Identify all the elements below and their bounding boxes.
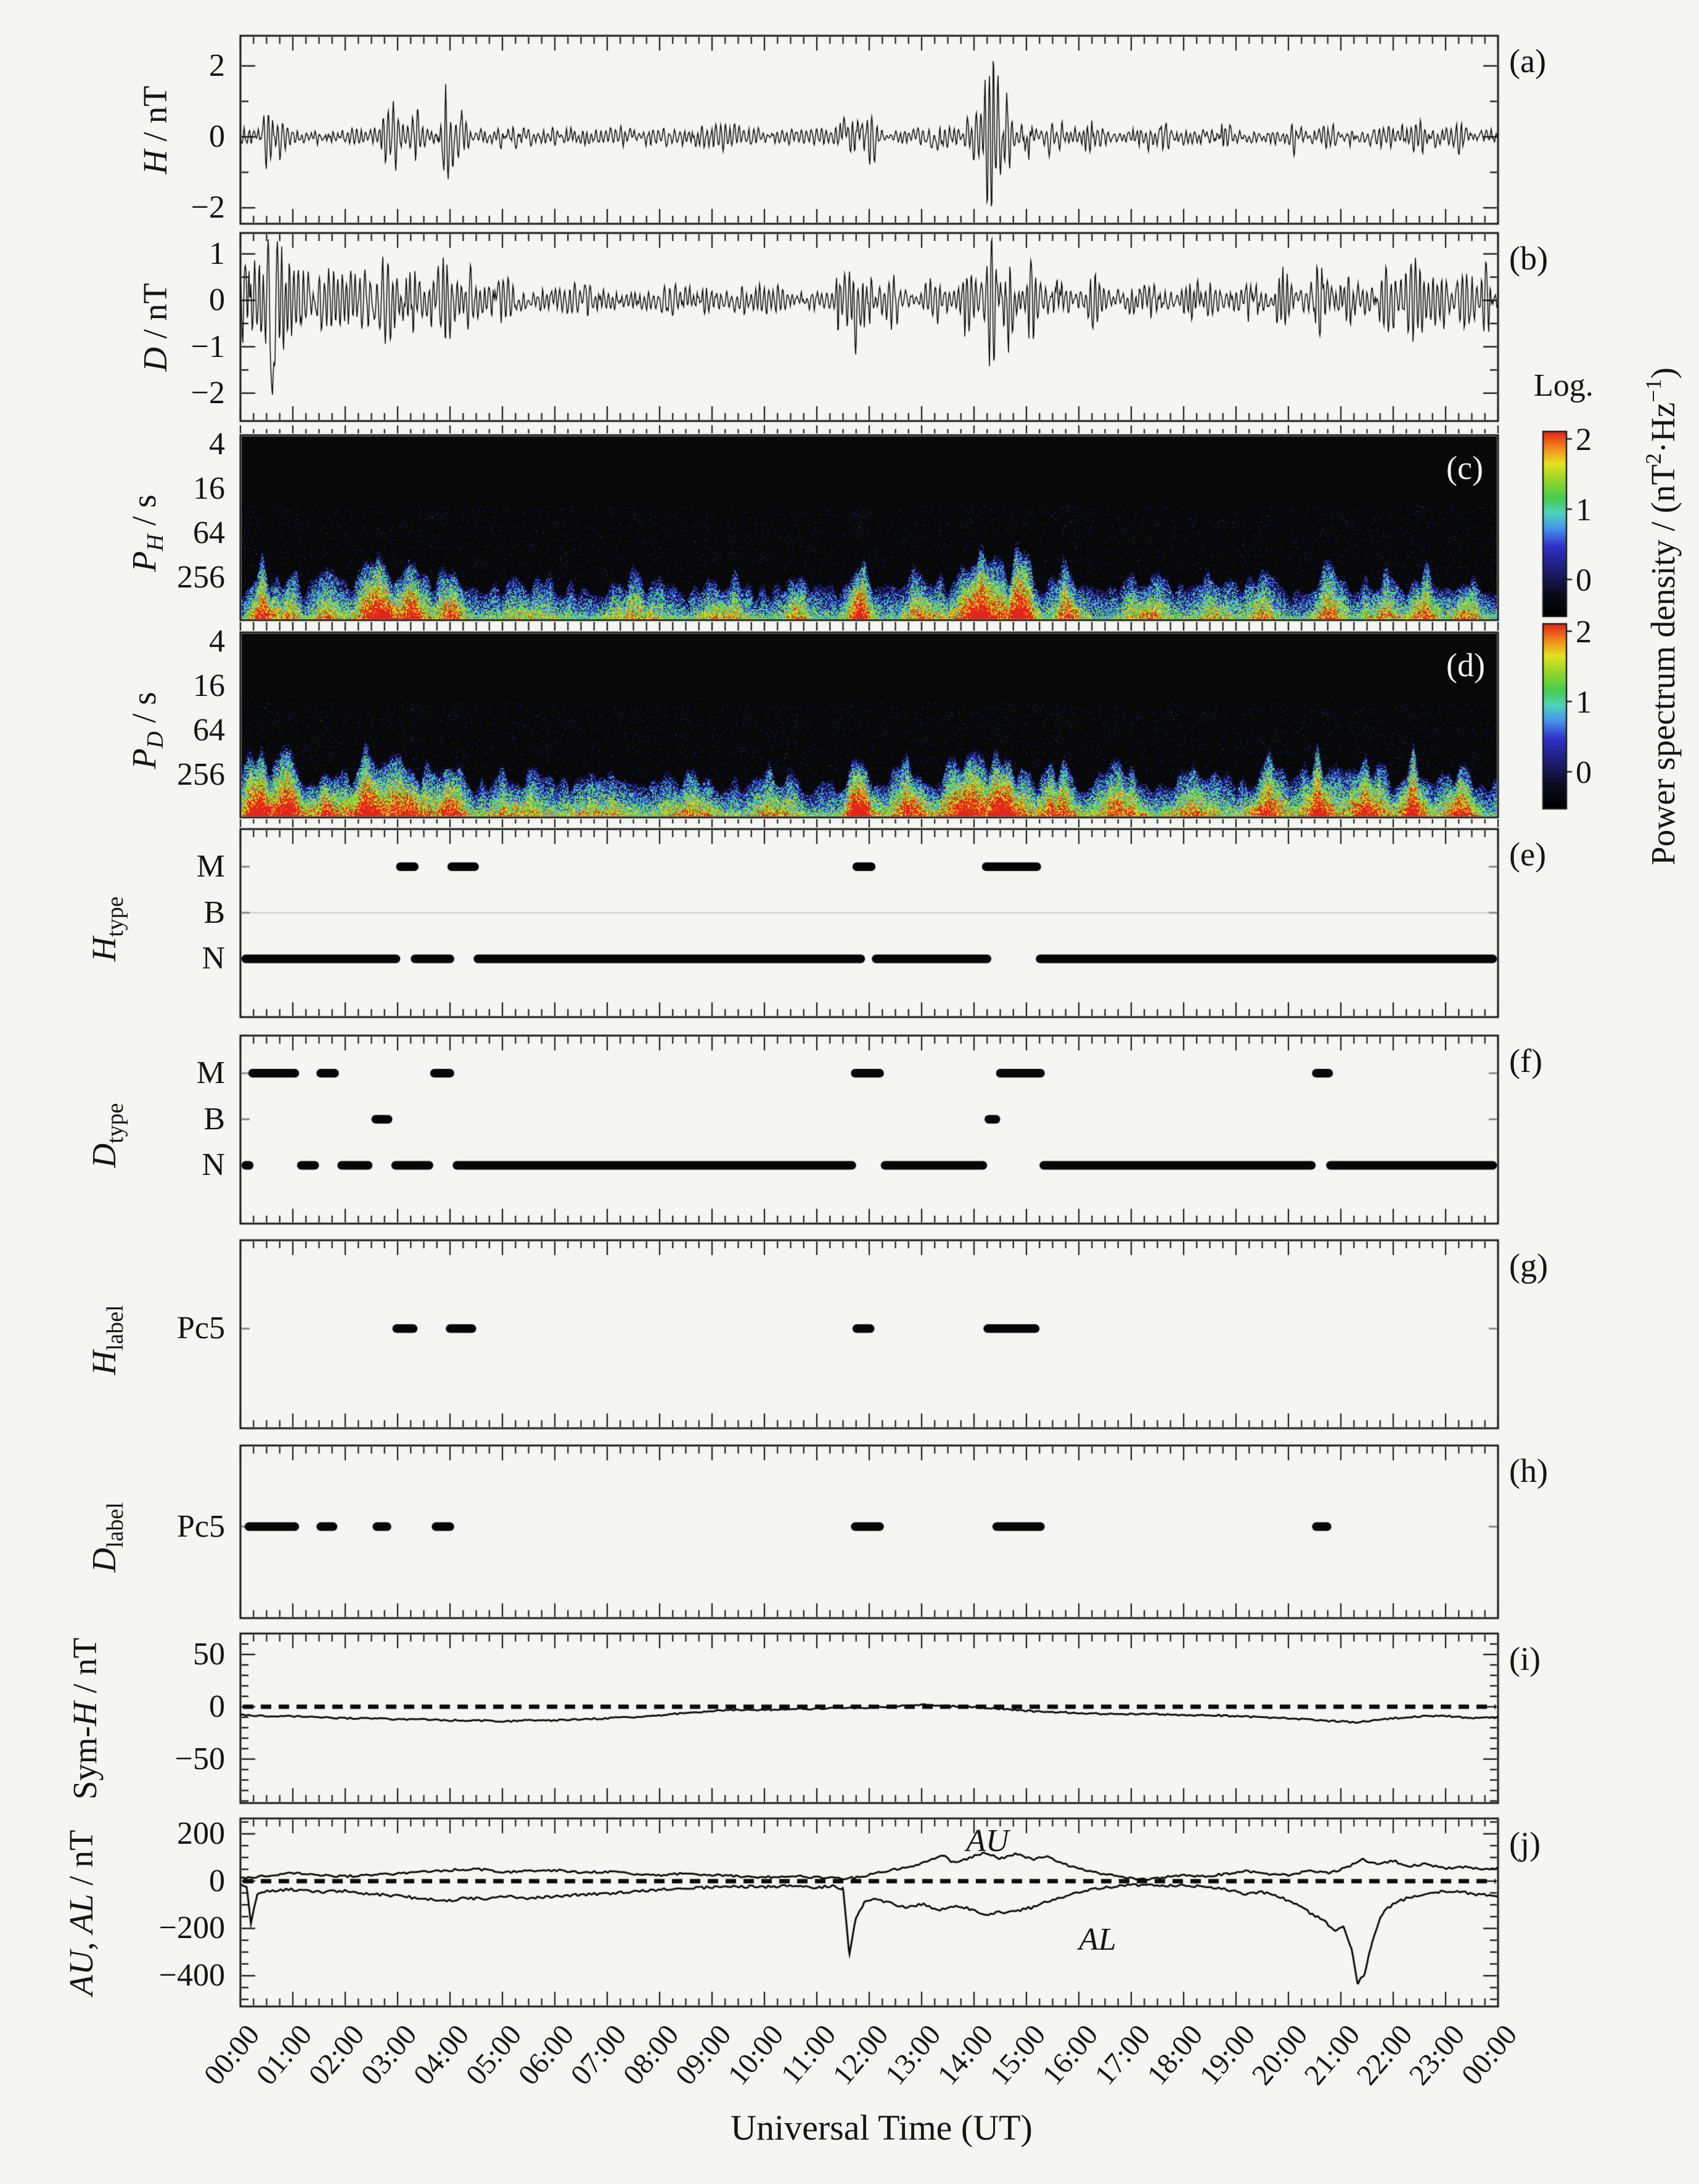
y-tick-label-d-16: 16 [193, 668, 225, 703]
panel-letter-g: (g) [1509, 1247, 1548, 1284]
y-tick-label-b-0: 0 [209, 282, 225, 318]
label-part: , [62, 1933, 100, 1950]
y-tick-label-e-M: M [196, 849, 225, 884]
y-tick-label-d-64: 64 [193, 713, 225, 748]
panel-letter-e: (e) [1509, 836, 1546, 873]
y-tick-label-h-Pc5: Pc5 [177, 1508, 225, 1544]
colorbar-axis-label: Power spectrum density / (nT2·Hz−1) [1633, 0, 1682, 1788]
y-tick-label-f-M: M [196, 1055, 225, 1090]
y-tick-label-c-64: 64 [193, 515, 225, 551]
panel-letter-j: (j) [1509, 1825, 1541, 1862]
label-part: ·Hz [1644, 402, 1682, 454]
y-tick-label-f-B: B [203, 1101, 225, 1137]
y-tick-label-b-−2: −2 [190, 375, 225, 411]
colorbar-tick-label-0-0: 0 [1576, 563, 1592, 598]
y-tick-label-a-2: 2 [209, 47, 225, 83]
panel-letter-d: (d) [1446, 647, 1485, 684]
colorbar-title: Log. [1534, 368, 1594, 403]
y-tick-label-b-−1: −1 [190, 329, 225, 364]
y-tick-label-g-Pc5: Pc5 [177, 1311, 225, 1346]
panel-letter-h: (h) [1509, 1452, 1548, 1489]
colorbar-tick-label-1-1: 1 [1576, 685, 1592, 720]
label-part: AU [62, 1950, 100, 1995]
colorbar-tick-label-1-0: 0 [1576, 755, 1592, 790]
annotation-al: AL [1079, 1921, 1116, 1957]
label-part: 2 [1641, 453, 1666, 465]
y-tick-label-f-N: N [202, 1147, 225, 1183]
label-part: ) [1644, 367, 1682, 379]
y-tick-label-i-0: 0 [209, 1688, 225, 1724]
label-part: label [102, 1502, 128, 1548]
y-tick-label-j-0: 0 [209, 1863, 225, 1899]
label-part: AL [62, 1893, 100, 1934]
y-tick-label-d-256: 256 [177, 757, 225, 793]
y-tick-label-e-N: N [202, 941, 225, 976]
y-tick-label-a-0: 0 [209, 119, 225, 154]
panel-letter-c: (c) [1446, 449, 1483, 486]
label-part: −1 [1641, 378, 1666, 403]
colorbar-tick-label-0-1: 1 [1576, 493, 1592, 528]
y-tick-label-b-1: 1 [209, 235, 225, 271]
label-part: Power spectrum density / (nT [1644, 464, 1682, 865]
panel-letter-a: (a) [1509, 43, 1546, 80]
panel-letter-f: (f) [1509, 1042, 1542, 1079]
panel-letter-i: (i) [1509, 1640, 1541, 1677]
panel-letter-b: (b) [1509, 240, 1548, 277]
label-part: / nT [62, 1830, 100, 1894]
y-tick-label-j-−400: −400 [158, 1958, 225, 1994]
y-tick-label-e-B: B [203, 894, 225, 930]
y-tick-label-c-4: 4 [209, 426, 225, 462]
colorbar-tick-label-0-2: 2 [1576, 422, 1592, 457]
y-tick-label-a-−2: −2 [190, 190, 225, 226]
y-tick-label-d-4: 4 [209, 623, 225, 659]
y-tick-label-i-−50: −50 [174, 1741, 225, 1777]
y-tick-label-c-16: 16 [193, 471, 225, 506]
colorbar-tick-label-1-2: 2 [1576, 615, 1592, 650]
y-tick-label-j-−200: −200 [158, 1910, 225, 1946]
annotation-au: AU [966, 1823, 1009, 1859]
x-axis-title: Universal Time (UT) [731, 2108, 1033, 2148]
y-tick-label-c-256: 256 [177, 560, 225, 595]
y-tick-label-j-200: 200 [177, 1815, 225, 1851]
y-axis-label-j: AU, AL / nT [62, 1605, 101, 2184]
label-part: D [142, 731, 168, 749]
y-tick-label-i-50: 50 [193, 1636, 225, 1672]
